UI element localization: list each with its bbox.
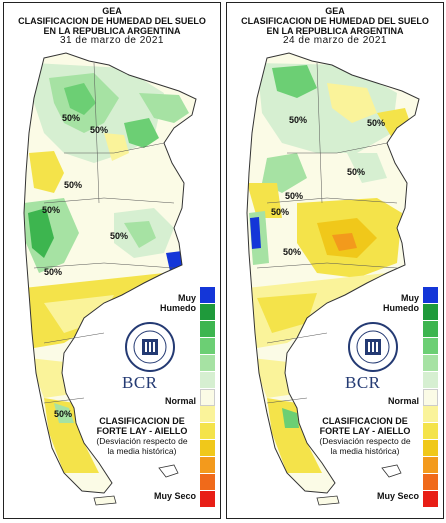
malvinas-islands (381, 464, 402, 478)
title-line-1: CLASIFICACION DE HUMEDAD DEL SUELO (18, 16, 206, 26)
contour-label: 50% (289, 115, 307, 125)
legend-swatch (423, 372, 438, 389)
legend-swatch (200, 372, 215, 389)
contour-label: 50% (347, 167, 365, 177)
classification-note-2: la media histórica) (107, 446, 177, 456)
classification-note-2: la media histórica) (330, 446, 400, 456)
argentina-moisture-map: 50% 50% 50% 50% 50% 50% (246, 52, 420, 506)
contour-label: 50% (42, 205, 60, 215)
legend-swatch (423, 457, 438, 474)
classification-line-1: CLASIFICACION DE (322, 416, 408, 426)
legend-swatch (200, 406, 215, 423)
contour-label: 50% (44, 267, 62, 277)
legend-swatch (423, 321, 438, 338)
title-line-1: CLASIFICACION DE HUMEDAD DEL SUELO (241, 16, 429, 26)
contour-label: 50% (64, 180, 82, 190)
contour-label: 50% (54, 409, 72, 419)
classification-note-1: (Desviación respecto de (96, 436, 188, 446)
map-panel-march-24: GEA CLASIFICACION DE HUMEDAD DEL SUELO E… (226, 2, 444, 519)
legend-swatch (423, 287, 438, 304)
legend-swatch (200, 491, 215, 508)
classification-note-1: (Desviación respecto de (319, 436, 411, 446)
legend-swatch (200, 457, 215, 474)
legend-swatch (423, 406, 438, 423)
legend-label-seco: Muy Seco (377, 491, 420, 501)
map-panel-march-31: GEA CLASIFICACION DE HUMEDAD DEL SUELO E… (3, 2, 221, 519)
legend-label-seco: Muy Seco (154, 491, 197, 501)
legend-swatch (200, 389, 215, 406)
legend-swatch (200, 474, 215, 491)
title-line-2: EN LA REPUBLICA ARGENTINA (266, 26, 404, 36)
bcr-seal-icon (348, 322, 398, 372)
contour-label: 50% (110, 231, 128, 241)
moisture-legend (423, 287, 438, 508)
legend-swatch (200, 287, 215, 304)
map-header: GEA CLASIFICACION DE HUMEDAD DEL SUELO E… (4, 6, 220, 46)
argentina-moisture-map: 50% 50% 50% 50% 50% 50% 50% (23, 52, 197, 506)
classification-note: CLASIFICACION DE FORTE LAY - AIELLO (Des… (84, 416, 200, 456)
legend-swatch (200, 304, 215, 321)
contour-label: 50% (62, 113, 80, 123)
classification-line-2: FORTE LAY - AIELLO (96, 426, 188, 436)
map-header: GEA CLASIFICACION DE HUMEDAD DEL SUELO E… (227, 6, 443, 46)
legend-swatch (423, 355, 438, 372)
legend-label-humedo: Muy Humedo (160, 293, 196, 313)
bcr-seal-icon (125, 322, 175, 372)
bcr-logo-text: BCR (345, 373, 381, 392)
legend-swatch (423, 440, 438, 457)
org-label: GEA (325, 6, 345, 16)
tierra-del-fuego (316, 495, 340, 506)
contour-label: 50% (367, 118, 385, 128)
contour-label: 50% (271, 207, 289, 217)
contour-label: 50% (283, 247, 301, 257)
legend-label-normal: Normal (164, 396, 196, 406)
legend-swatch (200, 321, 215, 338)
legend-swatch (200, 355, 215, 372)
legend-swatch (423, 491, 438, 508)
map-date: 24 de marzo de 2021 (282, 35, 387, 46)
classification-note: CLASIFICACION DE FORTE LAY - AIELLO (Des… (307, 416, 423, 456)
contour-label: 50% (285, 191, 303, 201)
legend-label-humedo: Muy Humedo (383, 293, 419, 313)
legend-swatch (423, 304, 438, 321)
org-label: GEA (102, 6, 122, 16)
legend-swatch (423, 338, 438, 355)
moisture-legend (200, 287, 215, 508)
legend-swatch (423, 423, 438, 440)
legend-swatch (200, 423, 215, 440)
classification-line-1: CLASIFICACION DE (99, 416, 185, 426)
contour-label: 50% (90, 125, 108, 135)
legend-swatch (200, 440, 215, 457)
classification-line-2: FORTE LAY - AIELLO (319, 426, 411, 436)
tierra-del-fuego (93, 495, 117, 506)
legend-swatch (423, 389, 438, 406)
legend-label-normal: Normal (387, 396, 419, 406)
bcr-logo-text: BCR (122, 373, 158, 392)
title-line-2: EN LA REPUBLICA ARGENTINA (43, 26, 181, 36)
legend-swatch (200, 338, 215, 355)
legend-swatch (423, 474, 438, 491)
malvinas-islands (158, 464, 179, 478)
map-date: 31 de marzo de 2021 (59, 35, 164, 46)
